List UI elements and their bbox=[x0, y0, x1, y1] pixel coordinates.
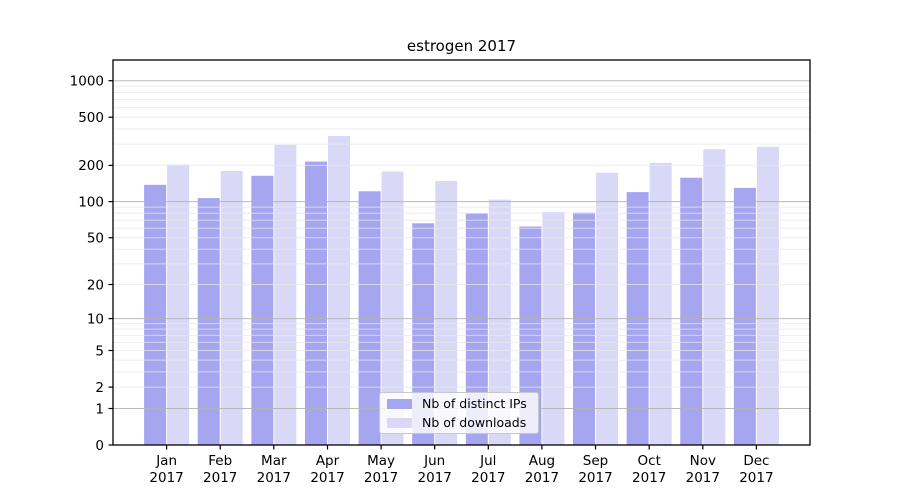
x-tick-label-month: Aug bbox=[529, 453, 555, 469]
y-tick-label: 2 bbox=[95, 380, 104, 396]
bar-distinct-ips-nov bbox=[680, 177, 703, 445]
x-tick-label-month: Sep bbox=[583, 453, 608, 469]
y-tick-label: 50 bbox=[87, 231, 104, 247]
bar-downloads-apr bbox=[327, 136, 350, 445]
legend-swatch-distinct-ips-icon bbox=[387, 398, 412, 409]
x-tick-label-year: 2017 bbox=[471, 470, 505, 486]
x-tick-label-year: 2017 bbox=[739, 470, 773, 486]
x-tick-label-year: 2017 bbox=[525, 470, 559, 486]
bar-distinct-ips-apr bbox=[304, 161, 327, 445]
legend: Nb of distinct IPs Nb of downloads bbox=[379, 392, 539, 434]
x-tick-label-month: Apr bbox=[316, 453, 340, 469]
plot-border bbox=[112, 59, 811, 446]
y-tick-label: 5 bbox=[95, 343, 104, 359]
y-tick-label: 500 bbox=[78, 110, 104, 126]
x-tick-label-month: Mar bbox=[261, 453, 287, 469]
y-tick-label: 20 bbox=[87, 277, 104, 293]
y-tick-label: 1000 bbox=[70, 74, 104, 90]
x-tick-label-month: May bbox=[367, 453, 395, 469]
x-tick-label-month: Dec bbox=[743, 453, 769, 469]
y-tick-label: 10 bbox=[87, 311, 104, 327]
bar-downloads-jan bbox=[167, 164, 190, 445]
y-tick-label: 1 bbox=[95, 401, 104, 417]
legend-item-distinct-ips: Nb of distinct IPs bbox=[387, 396, 538, 411]
legend-item-downloads: Nb of downloads bbox=[387, 415, 538, 430]
bar-downloads-dec bbox=[756, 146, 779, 446]
bar-downloads-may bbox=[381, 171, 404, 445]
legend-swatch-downloads-icon bbox=[387, 417, 412, 428]
x-tick-label-year: 2017 bbox=[632, 470, 666, 486]
x-tick-label-year: 2017 bbox=[310, 470, 344, 486]
y-tick-label: 100 bbox=[78, 194, 104, 210]
chart-title: estrogen 2017 bbox=[406, 37, 517, 55]
y-tick-label: 0 bbox=[95, 438, 104, 454]
bar-downloads-oct bbox=[649, 162, 672, 446]
legend-label-downloads: Nb of downloads bbox=[422, 415, 527, 430]
bar-downloads-jun bbox=[435, 181, 458, 445]
bar-distinct-ips-mar bbox=[251, 175, 274, 446]
bar-downloads-feb bbox=[220, 170, 243, 445]
bar-distinct-ips-jan bbox=[144, 184, 167, 446]
bar-distinct-ips-jun bbox=[412, 223, 435, 445]
x-tick-label-month: Jul bbox=[479, 453, 496, 469]
bar-downloads-mar bbox=[274, 144, 297, 445]
legend-label-distinct-ips: Nb of distinct IPs bbox=[422, 396, 527, 411]
x-tick-label-month: Jun bbox=[423, 453, 445, 469]
x-tick-label-month: Nov bbox=[690, 453, 716, 469]
y-tick-label: 200 bbox=[78, 158, 104, 174]
x-tick-label-year: 2017 bbox=[686, 470, 720, 486]
bar-distinct-ips-feb bbox=[197, 198, 220, 445]
x-tick-label-year: 2017 bbox=[203, 470, 237, 486]
x-tick-label-year: 2017 bbox=[257, 470, 291, 486]
bar-downloads-sep bbox=[596, 172, 619, 445]
x-tick-label-month: Feb bbox=[208, 453, 232, 469]
x-tick-label-year: 2017 bbox=[364, 470, 398, 486]
x-tick-label-month: Oct bbox=[638, 453, 661, 469]
bar-downloads-nov bbox=[703, 149, 726, 445]
bar-downloads-jul bbox=[488, 199, 511, 445]
x-tick-label-year: 2017 bbox=[418, 470, 452, 486]
bar-distinct-ips-dec bbox=[733, 187, 756, 445]
x-tick-label-year: 2017 bbox=[578, 470, 612, 486]
x-tick-label-month: Jan bbox=[155, 453, 177, 469]
x-tick-label-year: 2017 bbox=[149, 470, 183, 486]
bar-downloads-aug bbox=[542, 212, 565, 445]
